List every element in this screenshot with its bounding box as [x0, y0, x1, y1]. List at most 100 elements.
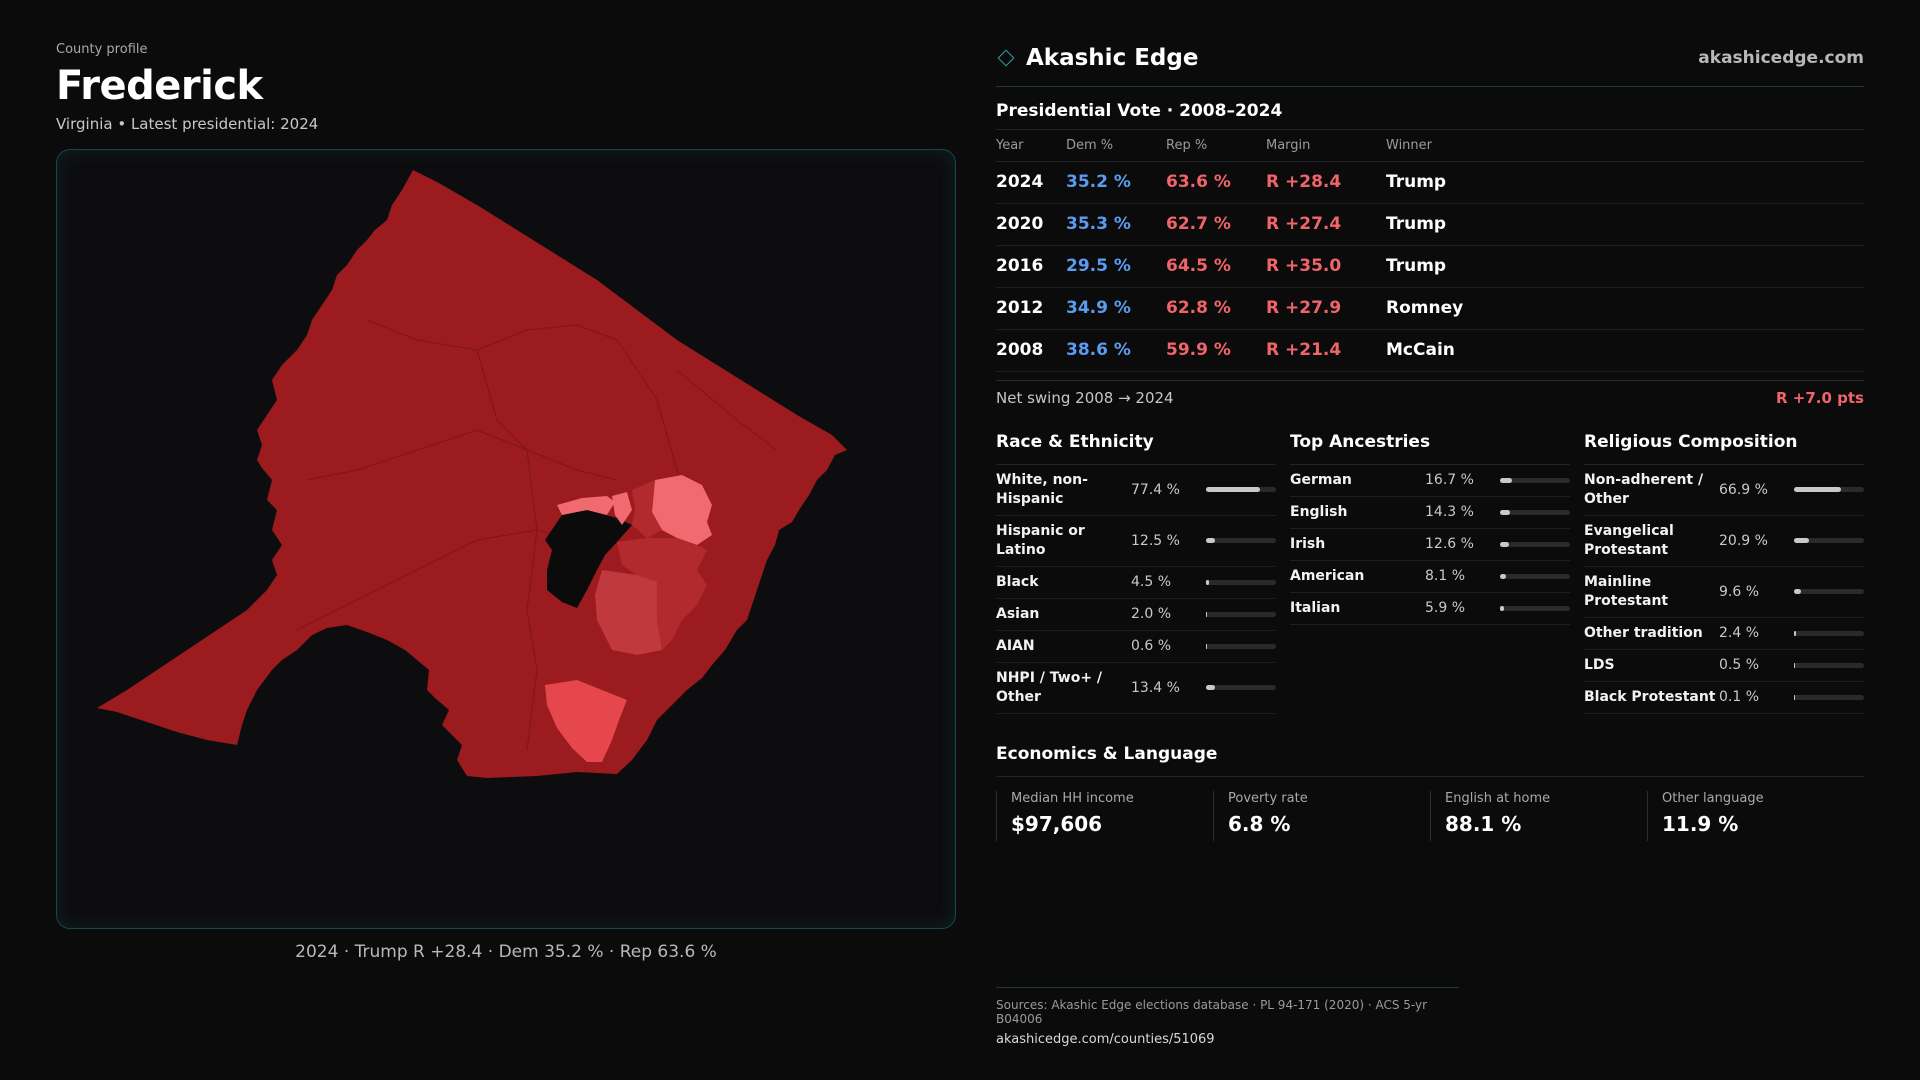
item-bar: [1794, 589, 1864, 594]
item-bar-fill: [1206, 487, 1261, 492]
item-bar-fill: [1206, 611, 1208, 617]
stat-card: Other language 11.9 %: [1647, 790, 1864, 841]
header-dem: Dem %: [1066, 130, 1166, 162]
item-bar-fill: [1500, 541, 1509, 547]
map-region-pale-west[interactable]: [557, 496, 615, 515]
list-item: Irish 12.6 %: [1290, 529, 1570, 561]
map-region-pale-north[interactable]: [652, 475, 712, 545]
cell-dem: 35.3 %: [1066, 203, 1166, 246]
stat-value: 88.1 %: [1445, 811, 1522, 836]
item-bar-fill: [1500, 605, 1505, 611]
item-bar-fill: [1500, 477, 1512, 483]
item-label: Asian: [996, 605, 1040, 622]
cell-rep: 64.5 %: [1166, 245, 1266, 288]
ancestry-section: Top Ancestries German 16.7 % English 14.3 …: [1290, 432, 1570, 714]
demographics-columns: Race & Ethnicity White, non-Hispanic 77.4…: [996, 432, 1864, 714]
item-label: LDS: [1584, 656, 1615, 673]
item-bar: [1206, 487, 1276, 492]
map-region-city[interactable]: [545, 510, 632, 608]
map-region-mid-4[interactable]: [657, 570, 707, 650]
brand-divider: [996, 86, 1864, 87]
list-item: Black 4.5 %: [996, 567, 1276, 599]
list-item: Asian 2.0 %: [996, 599, 1276, 631]
item-bar: [1794, 538, 1864, 543]
item-label: Hispanic or Latino: [996, 522, 1085, 558]
item-bar-fill: [1206, 685, 1216, 690]
cell-rep: 62.8 %: [1166, 287, 1266, 330]
list-item: NHPI / Two+ / Other 13.4 %: [996, 663, 1276, 714]
cell-margin: R +35.0: [1266, 245, 1386, 288]
item-pct: 5.9 %: [1425, 600, 1466, 616]
header-year: Year: [996, 130, 1066, 162]
map-region-mid-1[interactable]: [632, 480, 662, 538]
cell-dem: 29.5 %: [1066, 245, 1166, 288]
item-bar-fill: [1206, 538, 1215, 543]
cell-margin: R +21.4: [1266, 329, 1386, 372]
cell-winner: Romney: [1386, 287, 1864, 330]
item-label: White, non-Hispanic: [996, 471, 1088, 507]
sources-text: Sources: Akashic Edge elections database…: [996, 998, 1428, 1026]
map-region-mid-2[interactable]: [617, 538, 707, 582]
item-pct: 8.1 %: [1425, 568, 1466, 584]
item-label: Italian: [1290, 599, 1341, 616]
item-bar-fill: [1206, 579, 1210, 585]
map-region-light-south[interactable]: [545, 680, 627, 762]
item-label: Non-adherent / Other: [1584, 471, 1704, 507]
religion-section: Religious Composition Non-adherent / Oth…: [1584, 432, 1864, 714]
cell-margin: R +27.4: [1266, 203, 1386, 246]
item-bar-fill: [1794, 589, 1801, 594]
item-bar: [1206, 611, 1276, 617]
item-pct: 13.4 %: [1131, 679, 1180, 696]
cell-year: 2012: [996, 287, 1066, 330]
cell-winner: Trump: [1386, 245, 1864, 288]
item-label: Evangelical Protestant: [1584, 522, 1674, 558]
county-url-link[interactable]: akashicedge.com/counties/51069: [996, 1032, 1215, 1047]
vote-table: Year Dem % Rep % Margin Winner 2024 35.2…: [996, 130, 1864, 372]
list-item: AIAN 0.6 %: [996, 631, 1276, 663]
table-row: 2012 34.9 % 62.8 % R +27.9 Romney: [996, 287, 1864, 330]
item-label: NHPI / Two+ / Other: [996, 669, 1103, 705]
list-item: LDS 0.5 %: [1584, 650, 1864, 682]
item-bar: [1500, 477, 1570, 483]
cell-rep: 62.7 %: [1166, 203, 1266, 246]
cell-year: 2020: [996, 203, 1066, 246]
stat-value: $97,606: [1011, 811, 1103, 836]
list-item: German 16.7 %: [1290, 465, 1570, 497]
stat-label: Median HH income: [1011, 790, 1134, 806]
county-header: County profile Frederick Virginia • Late…: [56, 42, 956, 133]
county-map-svg: [97, 170, 847, 778]
list-item: Italian 5.9 %: [1290, 593, 1570, 625]
county-map[interactable]: [56, 149, 956, 929]
list-item: Other tradition 2.4 %: [1584, 618, 1864, 650]
item-bar: [1500, 605, 1570, 611]
diamond-logo-icon: [997, 49, 1015, 67]
cell-dem: 38.6 %: [1066, 329, 1166, 372]
stat-card: Poverty rate 6.8 %: [1213, 790, 1430, 841]
stat-label: Other language: [1662, 790, 1764, 806]
table-row: 2008 38.6 % 59.9 % R +21.4 McCain: [996, 329, 1864, 372]
item-pct: 0.1 %: [1719, 689, 1760, 705]
cell-rep: 63.6 %: [1166, 161, 1266, 204]
cell-dem: 34.9 %: [1066, 287, 1166, 330]
map-region-mid-3[interactable]: [595, 570, 662, 655]
map-region-county[interactable]: [97, 170, 847, 778]
item-bar: [1206, 685, 1276, 690]
item-bar: [1500, 541, 1570, 547]
county-title: Frederick: [56, 63, 263, 109]
item-bar: [1206, 579, 1276, 585]
item-bar: [1794, 694, 1864, 700]
header-margin: Margin: [1266, 130, 1386, 162]
item-pct: 2.4 %: [1719, 625, 1760, 641]
religion-title: Religious Composition: [1584, 432, 1864, 465]
stat-label: English at home: [1445, 790, 1551, 806]
cell-winner: McCain: [1386, 329, 1864, 372]
item-pct: 77.4 %: [1131, 481, 1180, 498]
table-row: 2024 35.2 % 63.6 % R +28.4 Trump: [996, 161, 1864, 204]
map-region-pale-center[interactable]: [612, 492, 632, 525]
sources-footer: Sources: Akashic Edge elections database…: [996, 987, 1459, 1047]
brand-url-link[interactable]: akashicedge.com: [1698, 48, 1864, 68]
item-label: English: [1290, 503, 1348, 520]
item-bar-fill: [1500, 573, 1506, 579]
item-bar: [1206, 538, 1276, 543]
item-pct: 2.0 %: [1131, 606, 1172, 622]
